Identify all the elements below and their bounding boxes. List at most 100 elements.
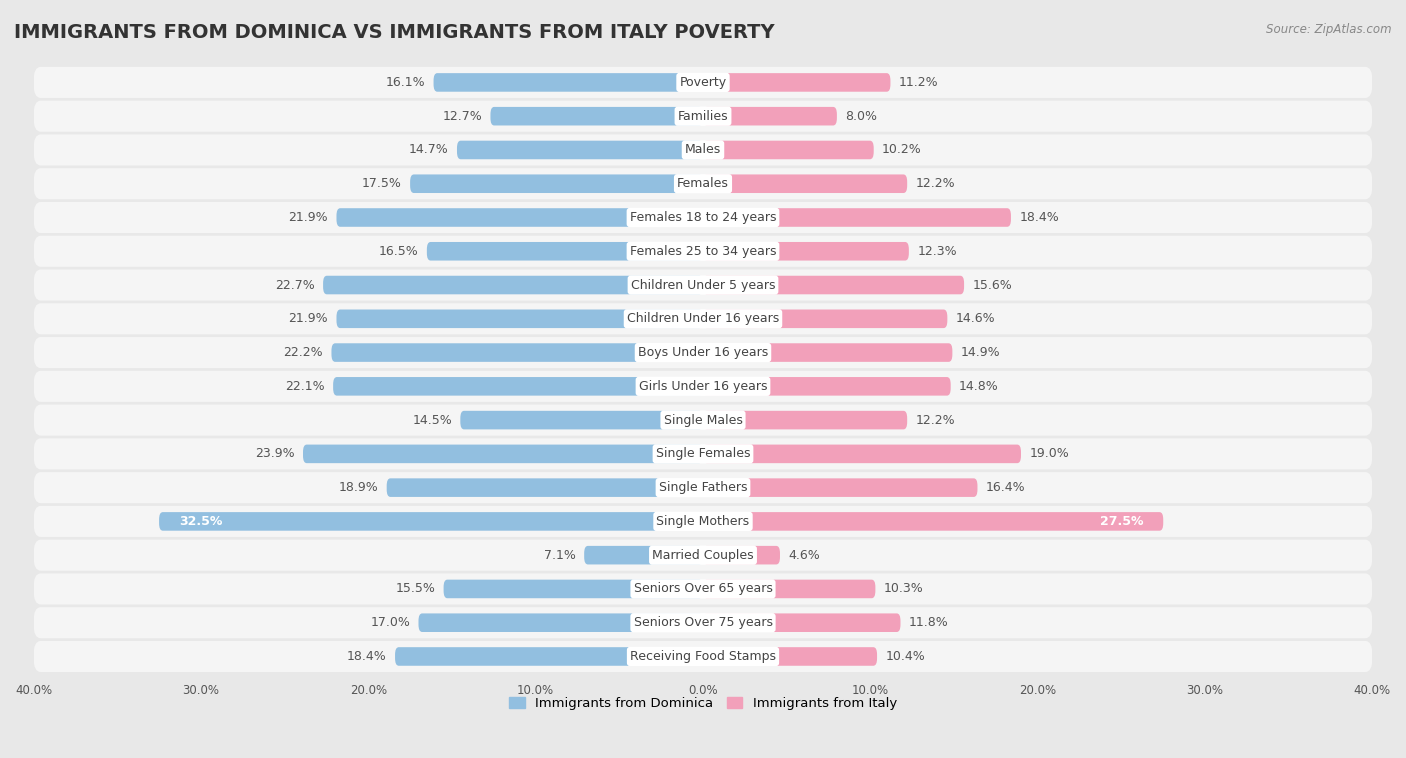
Text: 11.8%: 11.8% — [908, 616, 949, 629]
FancyBboxPatch shape — [34, 472, 1372, 503]
FancyBboxPatch shape — [34, 540, 1372, 571]
Text: 7.1%: 7.1% — [544, 549, 576, 562]
Text: 14.7%: 14.7% — [409, 143, 449, 156]
Text: Females 18 to 24 years: Females 18 to 24 years — [630, 211, 776, 224]
FancyBboxPatch shape — [433, 73, 703, 92]
Text: Girls Under 16 years: Girls Under 16 years — [638, 380, 768, 393]
FancyBboxPatch shape — [703, 647, 877, 666]
FancyBboxPatch shape — [703, 242, 908, 261]
Text: Single Females: Single Females — [655, 447, 751, 460]
Text: 23.9%: 23.9% — [254, 447, 295, 460]
FancyBboxPatch shape — [159, 512, 703, 531]
Text: 18.4%: 18.4% — [347, 650, 387, 663]
Text: 27.5%: 27.5% — [1099, 515, 1143, 528]
Text: 14.6%: 14.6% — [956, 312, 995, 325]
Text: Children Under 16 years: Children Under 16 years — [627, 312, 779, 325]
Text: Married Couples: Married Couples — [652, 549, 754, 562]
FancyBboxPatch shape — [419, 613, 703, 632]
FancyBboxPatch shape — [460, 411, 703, 429]
FancyBboxPatch shape — [333, 377, 703, 396]
Text: 11.2%: 11.2% — [898, 76, 938, 89]
Text: 12.3%: 12.3% — [917, 245, 957, 258]
FancyBboxPatch shape — [703, 580, 876, 598]
Text: 15.5%: 15.5% — [395, 582, 436, 596]
FancyBboxPatch shape — [411, 174, 703, 193]
Text: 8.0%: 8.0% — [845, 110, 877, 123]
FancyBboxPatch shape — [34, 168, 1372, 199]
FancyBboxPatch shape — [34, 134, 1372, 165]
Text: 32.5%: 32.5% — [179, 515, 222, 528]
FancyBboxPatch shape — [34, 270, 1372, 301]
FancyBboxPatch shape — [703, 276, 965, 294]
Text: Females 25 to 34 years: Females 25 to 34 years — [630, 245, 776, 258]
Text: Single Mothers: Single Mothers — [657, 515, 749, 528]
Text: Children Under 5 years: Children Under 5 years — [631, 278, 775, 292]
FancyBboxPatch shape — [703, 141, 873, 159]
Text: Single Males: Single Males — [664, 414, 742, 427]
Text: 16.1%: 16.1% — [385, 76, 425, 89]
Text: 14.8%: 14.8% — [959, 380, 998, 393]
FancyBboxPatch shape — [34, 337, 1372, 368]
Text: 22.1%: 22.1% — [285, 380, 325, 393]
FancyBboxPatch shape — [34, 202, 1372, 233]
FancyBboxPatch shape — [34, 303, 1372, 334]
Text: 12.2%: 12.2% — [915, 177, 955, 190]
Text: 16.5%: 16.5% — [378, 245, 419, 258]
FancyBboxPatch shape — [34, 371, 1372, 402]
FancyBboxPatch shape — [387, 478, 703, 497]
FancyBboxPatch shape — [443, 580, 703, 598]
FancyBboxPatch shape — [34, 405, 1372, 436]
Text: 4.6%: 4.6% — [789, 549, 820, 562]
Legend: Immigrants from Dominica, Immigrants from Italy: Immigrants from Dominica, Immigrants fro… — [503, 691, 903, 715]
Text: Source: ZipAtlas.com: Source: ZipAtlas.com — [1267, 23, 1392, 36]
Text: 18.9%: 18.9% — [339, 481, 378, 494]
FancyBboxPatch shape — [427, 242, 703, 261]
FancyBboxPatch shape — [34, 101, 1372, 132]
Text: Single Fathers: Single Fathers — [659, 481, 747, 494]
Text: 19.0%: 19.0% — [1029, 447, 1069, 460]
Text: 10.4%: 10.4% — [886, 650, 925, 663]
Text: 17.0%: 17.0% — [370, 616, 411, 629]
FancyBboxPatch shape — [34, 607, 1372, 638]
FancyBboxPatch shape — [703, 512, 1163, 531]
Text: 22.2%: 22.2% — [284, 346, 323, 359]
FancyBboxPatch shape — [703, 613, 900, 632]
FancyBboxPatch shape — [457, 141, 703, 159]
Text: 10.2%: 10.2% — [882, 143, 922, 156]
Text: Seniors Over 75 years: Seniors Over 75 years — [634, 616, 772, 629]
Text: Seniors Over 65 years: Seniors Over 65 years — [634, 582, 772, 596]
FancyBboxPatch shape — [703, 411, 907, 429]
FancyBboxPatch shape — [34, 641, 1372, 672]
FancyBboxPatch shape — [34, 236, 1372, 267]
FancyBboxPatch shape — [34, 506, 1372, 537]
FancyBboxPatch shape — [491, 107, 703, 126]
FancyBboxPatch shape — [304, 445, 703, 463]
FancyBboxPatch shape — [703, 208, 1011, 227]
FancyBboxPatch shape — [34, 438, 1372, 469]
FancyBboxPatch shape — [703, 343, 952, 362]
FancyBboxPatch shape — [583, 546, 703, 565]
Text: 21.9%: 21.9% — [288, 211, 328, 224]
Text: 18.4%: 18.4% — [1019, 211, 1059, 224]
Text: Males: Males — [685, 143, 721, 156]
Text: 17.5%: 17.5% — [361, 177, 402, 190]
Text: 12.7%: 12.7% — [443, 110, 482, 123]
Text: 15.6%: 15.6% — [973, 278, 1012, 292]
FancyBboxPatch shape — [703, 546, 780, 565]
FancyBboxPatch shape — [332, 343, 703, 362]
Text: Families: Families — [678, 110, 728, 123]
Text: 12.2%: 12.2% — [915, 414, 955, 427]
FancyBboxPatch shape — [703, 107, 837, 126]
FancyBboxPatch shape — [336, 208, 703, 227]
Text: 16.4%: 16.4% — [986, 481, 1025, 494]
FancyBboxPatch shape — [34, 67, 1372, 98]
Text: Poverty: Poverty — [679, 76, 727, 89]
Text: Boys Under 16 years: Boys Under 16 years — [638, 346, 768, 359]
Text: 14.5%: 14.5% — [412, 414, 451, 427]
FancyBboxPatch shape — [395, 647, 703, 666]
FancyBboxPatch shape — [703, 478, 977, 497]
FancyBboxPatch shape — [703, 174, 907, 193]
Text: IMMIGRANTS FROM DOMINICA VS IMMIGRANTS FROM ITALY POVERTY: IMMIGRANTS FROM DOMINICA VS IMMIGRANTS F… — [14, 23, 775, 42]
FancyBboxPatch shape — [703, 377, 950, 396]
Text: 22.7%: 22.7% — [276, 278, 315, 292]
